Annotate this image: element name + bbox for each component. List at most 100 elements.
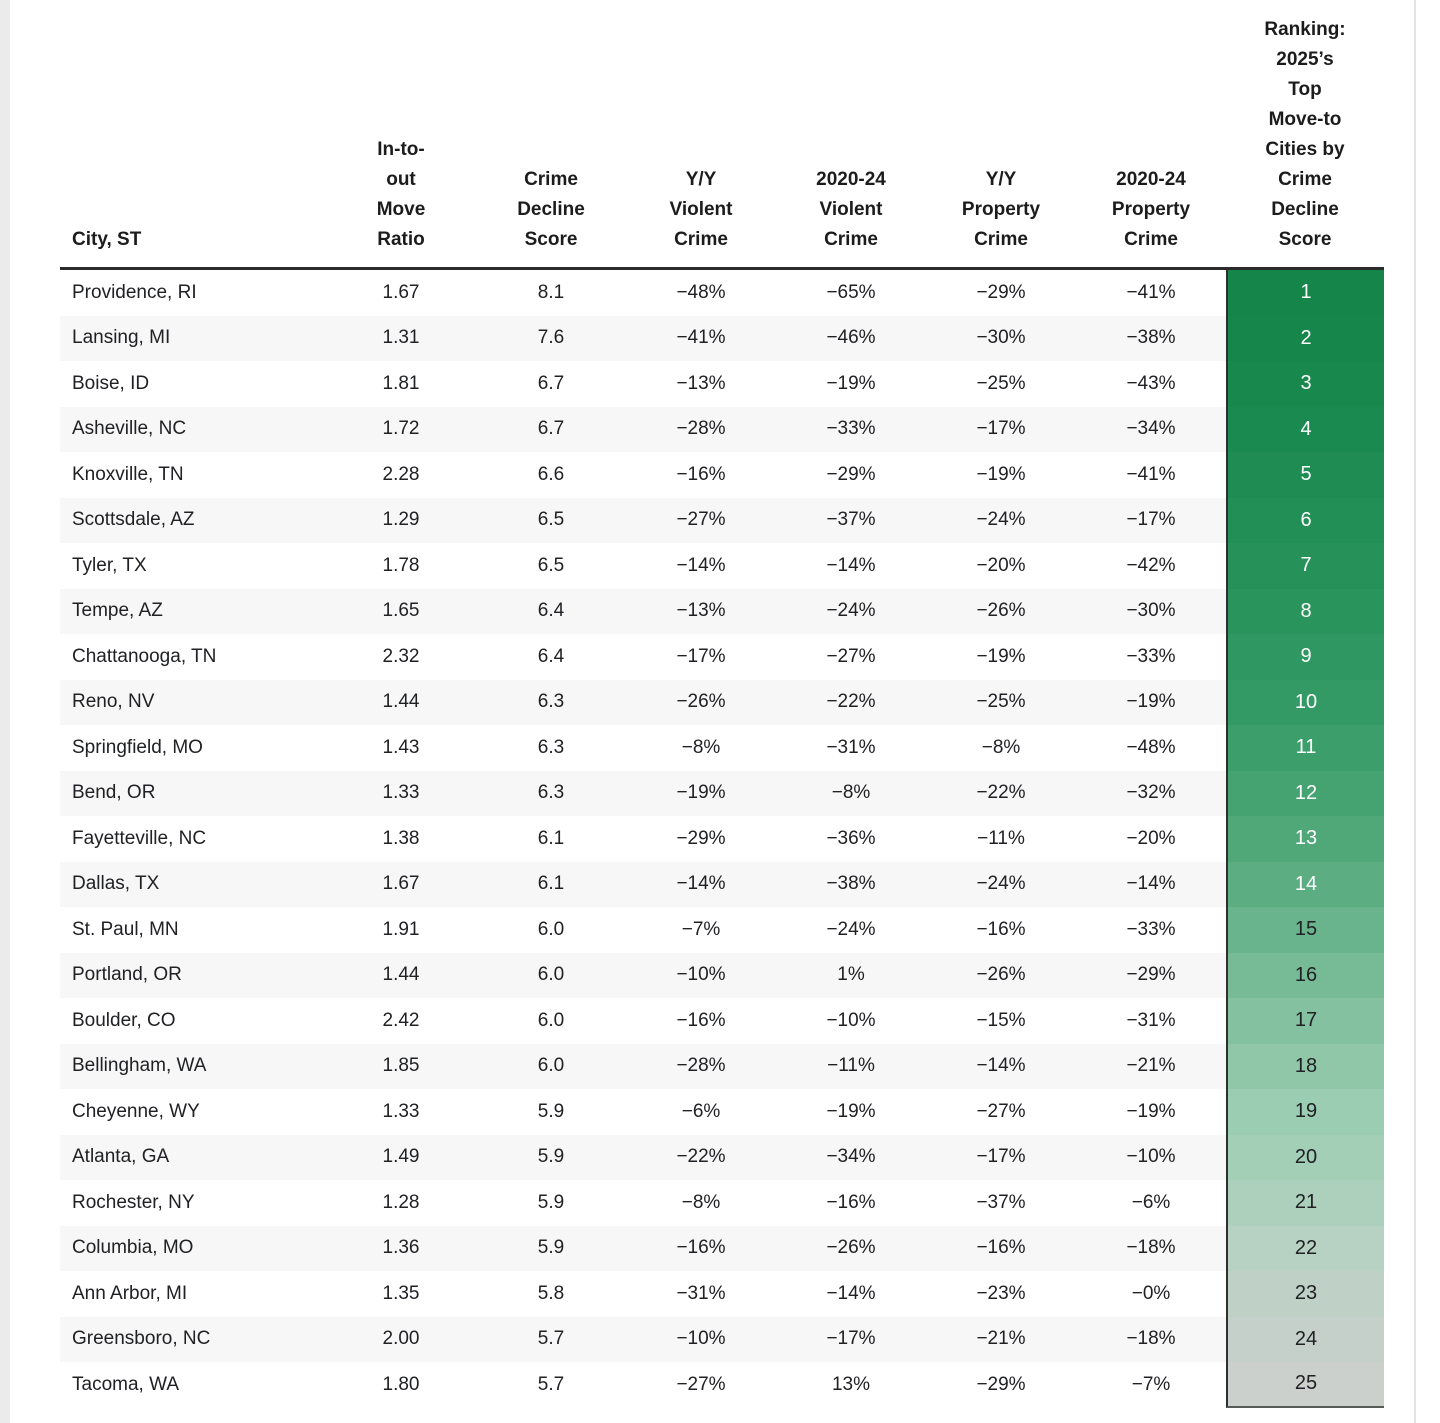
yy-property-cell: −20% [976,554,1026,576]
yy-property-cell: −37% [976,1191,1026,1213]
city-cell: Greensboro, NC [72,1328,211,1350]
rank-cell: 14 [1226,861,1384,907]
yy-violent-cell: −31% [676,1282,726,1304]
table-body: Providence, RI 1.67 8.1 −48% −65% −29% −41% 1 La… [60,270,1384,1408]
property-2020-24-cell: −19% [1126,691,1176,713]
city-cell: Bellingham, WA [72,1055,207,1077]
city-cell: Dallas, TX [72,873,160,895]
move-ratio-cell: 1.65 [382,600,420,622]
violent-2020-24-cell: −37% [826,509,876,531]
rank-cell: 6 [1226,497,1384,543]
yy-violent-cell: −17% [676,645,726,667]
property-2020-24-cell: −34% [1126,418,1176,440]
city-cell: Asheville, NC [72,418,187,440]
score-cell: 5.9 [537,1237,565,1259]
city-cell: Scottsdale, AZ [72,509,195,531]
table-row: Chattanooga, TN 2.32 6.4 −17% −27% −19% −33% 9 [60,634,1384,680]
rank-cell: 21 [1226,1180,1384,1226]
table-row: Portland, OR 1.44 6.0 −10% 1% −26% −29% 16 [60,952,1384,998]
move-ratio-cell: 1.29 [382,509,420,531]
move-ratio-cell: 1.67 [382,281,420,303]
yy-violent-cell: −13% [676,600,726,622]
violent-2020-24-cell: −29% [826,463,876,485]
yy-property-cell: −24% [976,873,1026,895]
property-2020-24-cell: −6% [1131,1191,1171,1213]
yy-violent-cell: −14% [676,873,726,895]
table-row: Rochester, NY 1.28 5.9 −8% −16% −37% −6% 21 [60,1180,1384,1226]
rank-cell: 20 [1226,1134,1384,1180]
property-2020-24-cell: −29% [1126,964,1176,986]
yy-violent-cell: −27% [676,509,726,531]
table-row: Dallas, TX 1.67 6.1 −14% −38% −24% −14% 14 [60,861,1384,907]
table-row: Scottsdale, AZ 1.29 6.5 −27% −37% −24% −17% 6 [60,497,1384,543]
property-2020-24-cell: −33% [1126,918,1176,940]
city-cell: Atlanta, GA [72,1146,170,1168]
city-cell: Rochester, NY [72,1191,195,1213]
column-header-2020-24-violent-crime: 2020-24 Violent Crime [816,169,886,250]
rank-cell: 11 [1226,725,1384,771]
violent-2020-24-cell: −24% [826,600,876,622]
table-row: Providence, RI 1.67 8.1 −48% −65% −29% −41% 1 [60,270,1384,316]
rank-cell: 22 [1226,1225,1384,1271]
column-header-yy-property-crime: Y/Y Property Crime [961,169,1041,250]
property-2020-24-cell: −18% [1126,1237,1176,1259]
table-row: Bellingham, WA 1.85 6.0 −28% −11% −14% −21% 18 [60,1043,1384,1089]
yy-property-cell: −15% [976,1009,1026,1031]
property-2020-24-cell: −42% [1126,554,1176,576]
move-ratio-cell: 1.72 [382,418,420,440]
violent-2020-24-cell: −65% [826,281,876,303]
rank-cell: 24 [1226,1316,1384,1362]
move-ratio-cell: 1.43 [382,736,420,758]
table-row: Greensboro, NC 2.00 5.7 −10% −17% −21% −18% 24 [60,1316,1384,1362]
move-ratio-cell: 2.28 [382,463,420,485]
yy-property-cell: −30% [976,327,1026,349]
yy-property-cell: −14% [976,1055,1026,1077]
move-ratio-cell: 1.49 [382,1146,420,1168]
yy-property-cell: −16% [976,1237,1026,1259]
table-row: Ann Arbor, MI 1.35 5.8 −31% −14% −23% −0% 23 [60,1271,1384,1317]
rank-cell: 13 [1226,816,1384,862]
violent-2020-24-cell: 1% [837,964,865,986]
violent-2020-24-cell: −10% [826,1009,876,1031]
yy-violent-cell: −16% [676,1009,726,1031]
violent-2020-24-cell: −36% [826,827,876,849]
crime-decline-table: City, ST In-to- out Move Ratio Crime Dec… [60,0,1384,1408]
yy-property-cell: −23% [976,1282,1026,1304]
yy-violent-cell: −6% [681,1100,721,1122]
violent-2020-24-cell: −33% [826,418,876,440]
yy-violent-cell: −29% [676,827,726,849]
move-ratio-cell: 1.85 [382,1055,420,1077]
violent-2020-24-cell: −27% [826,645,876,667]
score-cell: 5.7 [537,1373,565,1395]
city-cell: Providence, RI [72,281,197,303]
table-row: St. Paul, MN 1.91 6.0 −7% −24% −16% −33% 15 [60,907,1384,953]
property-2020-24-cell: −48% [1126,736,1176,758]
table-row: Fayetteville, NC 1.38 6.1 −29% −36% −11% −20% 1… [60,816,1384,862]
score-cell: 5.9 [537,1146,565,1168]
violent-2020-24-cell: 13% [831,1373,871,1395]
score-cell: 6.1 [537,827,565,849]
yy-violent-cell: −13% [676,372,726,394]
violent-2020-24-cell: −17% [826,1328,876,1350]
rank-cell: 4 [1226,406,1384,452]
violent-2020-24-cell: −34% [826,1146,876,1168]
yy-violent-cell: −41% [676,327,726,349]
violent-2020-24-cell: −8% [831,782,871,804]
move-ratio-cell: 1.33 [382,1100,420,1122]
city-cell: Knoxville, TN [72,463,184,485]
yy-property-cell: −16% [976,918,1026,940]
move-ratio-cell: 1.38 [382,827,420,849]
violent-2020-24-cell: −38% [826,873,876,895]
city-cell: Chattanooga, TN [72,645,217,667]
property-2020-24-cell: −18% [1126,1328,1176,1350]
city-cell: St. Paul, MN [72,918,179,940]
score-cell: 5.9 [537,1191,565,1213]
property-2020-24-cell: −41% [1126,463,1176,485]
violent-2020-24-cell: −19% [826,1100,876,1122]
city-cell: Tacoma, WA [72,1373,179,1395]
move-ratio-cell: 2.00 [382,1328,420,1350]
score-cell: 6.4 [537,600,565,622]
score-cell: 6.5 [537,554,565,576]
yy-violent-cell: −28% [676,418,726,440]
property-2020-24-cell: −7% [1131,1373,1171,1395]
